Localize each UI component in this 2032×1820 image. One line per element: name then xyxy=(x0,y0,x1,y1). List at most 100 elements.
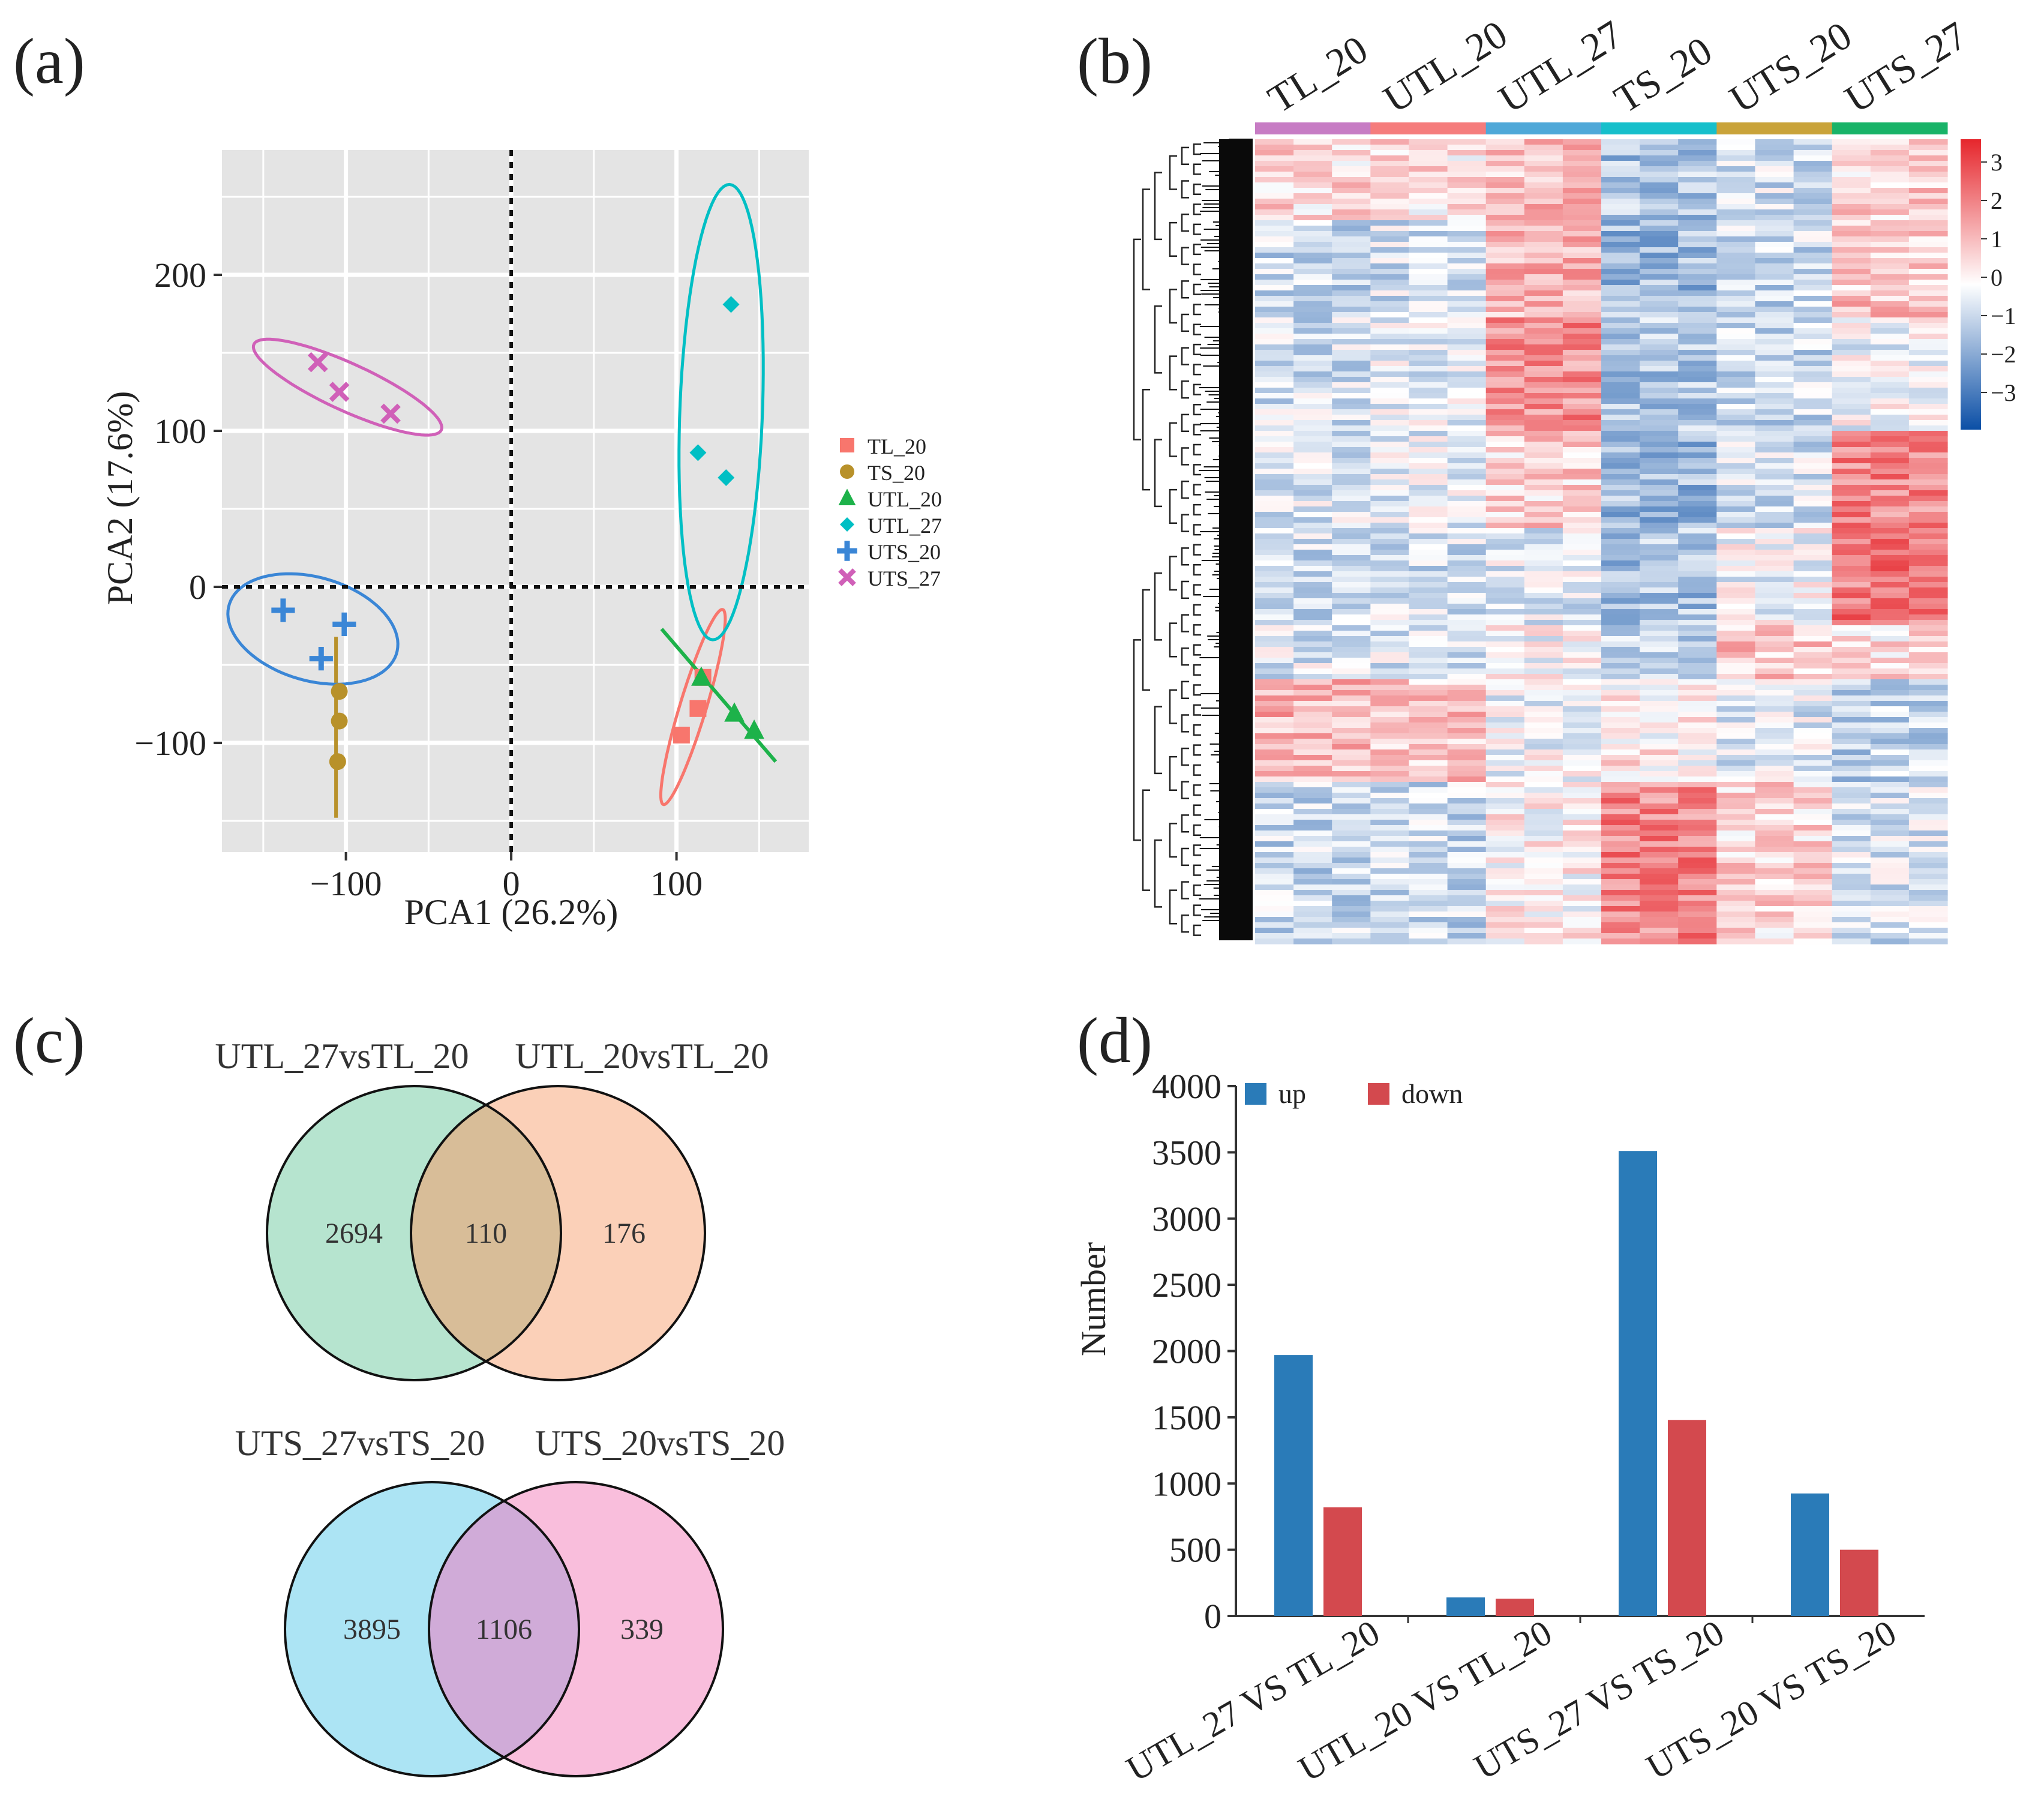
heatmap-cell xyxy=(1640,452,1679,458)
heatmap-cell xyxy=(1870,490,1910,496)
panel-label-b: (b) xyxy=(1077,26,1152,97)
heatmap-cell xyxy=(1870,733,1910,739)
heatmap-cell xyxy=(1601,695,1640,701)
heatmap-cell xyxy=(1485,274,1525,280)
heatmap-cell xyxy=(1332,458,1371,464)
heatmap-cell xyxy=(1485,874,1525,880)
heatmap-cell xyxy=(1255,371,1294,377)
heatmap-cell xyxy=(1870,209,1910,215)
heatmap-cell xyxy=(1485,890,1525,896)
heatmap-cell xyxy=(1870,382,1910,388)
heatmap-cell xyxy=(1447,415,1487,421)
heatmap-cell xyxy=(1524,793,1563,799)
heatmap-cell xyxy=(1293,933,1332,939)
heatmap-cell xyxy=(1524,841,1563,847)
heatmap-cell xyxy=(1562,280,1602,286)
heatmap-cell xyxy=(1716,404,1755,410)
heatmap-cell xyxy=(1678,868,1717,874)
heatmap-cell xyxy=(1562,258,1602,264)
heatmap-cell xyxy=(1640,139,1679,145)
heatmap-cell xyxy=(1332,625,1371,631)
heatmap-cell xyxy=(1870,485,1910,491)
heatmap-cell xyxy=(1640,803,1679,809)
heatmap-cell xyxy=(1601,884,1640,890)
heatmap-cell xyxy=(1485,388,1525,394)
heatmap-cell xyxy=(1793,809,1833,815)
heatmap-cell xyxy=(1255,280,1294,286)
heatmap-cell xyxy=(1678,641,1717,647)
heatmap-cell xyxy=(1524,766,1563,772)
heatmap-cell xyxy=(1755,652,1794,658)
heatmap-cell xyxy=(1562,906,1602,912)
heatmap-cell xyxy=(1485,539,1525,545)
heatmap-cell xyxy=(1447,820,1487,826)
heatmap-cell xyxy=(1793,663,1833,669)
pca-legend-label: UTL_20 xyxy=(868,487,942,511)
heatmap-cell xyxy=(1447,501,1487,507)
heatmap-cell xyxy=(1562,361,1602,367)
heatmap-cell xyxy=(1562,420,1602,426)
heatmap-cell xyxy=(1832,479,1871,485)
heatmap-cell xyxy=(1255,555,1294,561)
heatmap-cell xyxy=(1755,258,1794,264)
heatmap-cell xyxy=(1793,782,1833,788)
heatmap-cell xyxy=(1832,280,1871,286)
heatmap-cell xyxy=(1716,917,1755,923)
heatmap-cell xyxy=(1755,555,1794,561)
heatmap-cell xyxy=(1562,933,1602,939)
heatmap-cell xyxy=(1562,469,1602,475)
heatmap-cell xyxy=(1485,879,1525,885)
heatmap-cell xyxy=(1832,533,1871,539)
heatmap-cell xyxy=(1370,139,1409,145)
heatmap-cell xyxy=(1755,172,1794,178)
heatmap-cell xyxy=(1870,739,1910,745)
heatmap-cell xyxy=(1255,177,1294,183)
heatmap-cell xyxy=(1293,280,1332,286)
heatmap-cell xyxy=(1332,145,1371,151)
heatmap-cell xyxy=(1485,323,1525,329)
heatmap-cell xyxy=(1447,631,1487,637)
heatmap-cell xyxy=(1640,787,1679,793)
heatmap-cell xyxy=(1409,809,1448,815)
heatmap-cell xyxy=(1870,890,1910,896)
heatmap-cell xyxy=(1332,728,1371,734)
heatmap-cell xyxy=(1908,150,1948,156)
heatmap-cell xyxy=(1601,334,1640,340)
heatmap-cell xyxy=(1332,501,1371,507)
heatmap-cell xyxy=(1332,236,1371,242)
heatmap-cell xyxy=(1755,334,1794,340)
heatmap-cell xyxy=(1832,463,1871,469)
heatmap-cell xyxy=(1524,226,1563,232)
heatmap-cell xyxy=(1716,922,1755,928)
heatmap-cell xyxy=(1332,674,1371,680)
heatmap-cell xyxy=(1409,528,1448,534)
heatmap-cell xyxy=(1870,458,1910,464)
heatmap-cell xyxy=(1409,604,1448,610)
heatmap-cell xyxy=(1255,847,1294,853)
heatmap-cell xyxy=(1370,533,1409,539)
pca-x-tick-label: 100 xyxy=(650,864,703,903)
heatmap-cell xyxy=(1370,226,1409,232)
heatmap-cell xyxy=(1870,301,1910,307)
heatmap-cell xyxy=(1601,533,1640,539)
heatmap-cell xyxy=(1601,706,1640,712)
heatmap-cell xyxy=(1370,150,1409,156)
heatmap-cell xyxy=(1793,566,1833,572)
heatmap-cell xyxy=(1409,895,1448,901)
heatmap-cell xyxy=(1755,145,1794,151)
heatmap-cell xyxy=(1409,415,1448,421)
heatmap-cell xyxy=(1640,382,1679,388)
heatmap-cell xyxy=(1716,598,1755,604)
heatmap-cell xyxy=(1409,469,1448,475)
heatmap-cell xyxy=(1755,447,1794,453)
heatmap-cell xyxy=(1601,912,1640,918)
heatmap-cell xyxy=(1255,647,1294,653)
heatmap-cell xyxy=(1409,830,1448,836)
heatmap-cell xyxy=(1870,760,1910,766)
heatmap-cell xyxy=(1562,679,1602,685)
heatmap-cell xyxy=(1332,582,1371,588)
heatmap-cell xyxy=(1601,436,1640,442)
pca-plot-background xyxy=(222,150,809,852)
heatmap-cell xyxy=(1524,425,1563,431)
heatmap-cell xyxy=(1832,555,1871,561)
